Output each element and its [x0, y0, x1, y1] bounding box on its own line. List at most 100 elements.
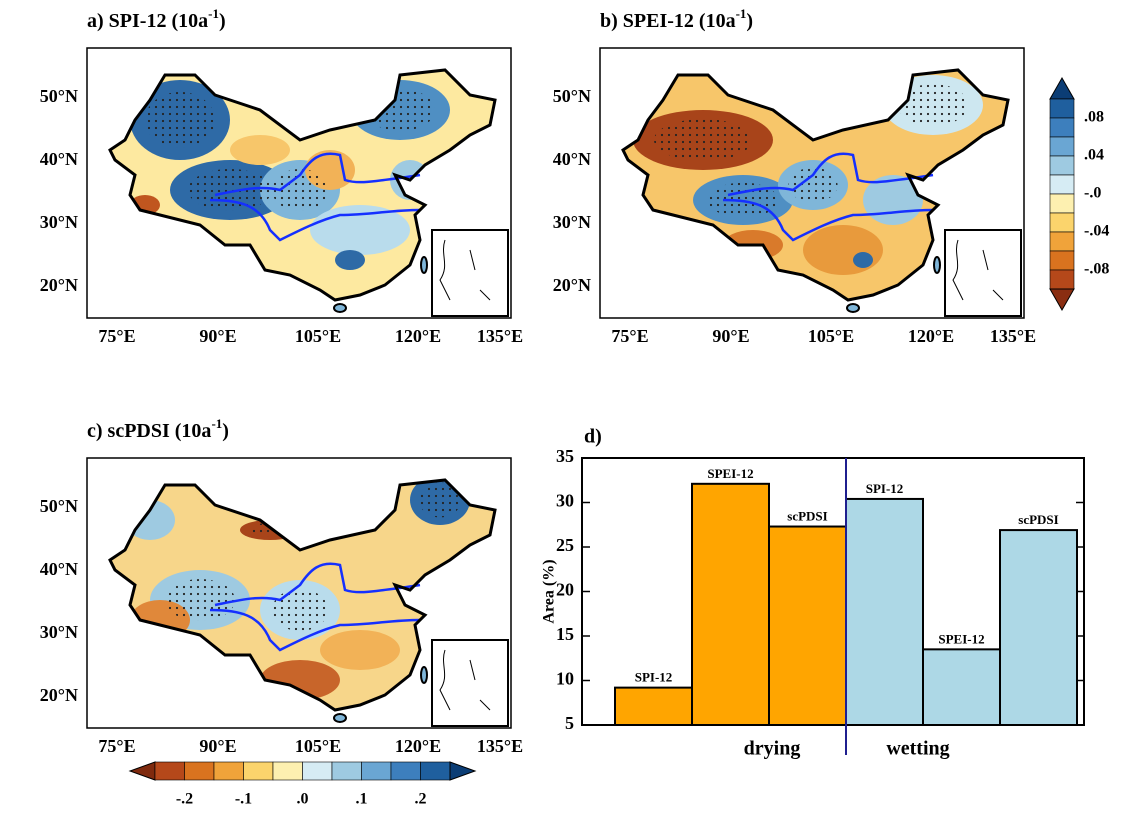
colorbar-box — [303, 762, 333, 780]
colorbar-box — [391, 762, 421, 780]
map-region — [853, 252, 873, 268]
title-end: ) — [222, 420, 229, 442]
colorbar-box — [1050, 213, 1074, 232]
colorbar-triangle — [1050, 289, 1074, 310]
lat-label: 20°N — [553, 275, 591, 295]
y-tick-label: 5 — [565, 713, 574, 733]
lon-label: 120°E — [395, 736, 441, 756]
colorbar-box — [155, 762, 185, 780]
lon-label: 135°E — [477, 326, 523, 346]
title-superscript: -1 — [211, 416, 222, 431]
lat-label: 50°N — [40, 86, 78, 106]
y-tick-label: 35 — [556, 446, 574, 466]
page: { "panels": [ {"title": "a) SPI-12 (10a"… — [0, 0, 1121, 832]
lon-label: 120°E — [395, 326, 441, 346]
colorbar-label: -.1 — [235, 791, 252, 808]
lon-label: 120°E — [908, 326, 954, 346]
title-end: ) — [746, 10, 753, 32]
colorbar-box — [1050, 270, 1074, 289]
map-region — [310, 205, 410, 255]
lat-label: 30°N — [40, 622, 78, 642]
title-text: a) SPI-12 (10a — [87, 10, 208, 32]
lon-label: 90°E — [712, 326, 749, 346]
colorbar-box — [1050, 251, 1074, 270]
colorbar-box — [1050, 99, 1074, 118]
colorbar-box — [1050, 137, 1074, 156]
taiwan — [934, 257, 940, 273]
title-superscript: -1 — [208, 6, 219, 21]
colorbar-triangle — [130, 762, 155, 780]
panel-title: c) scPDSI (10a-1) — [87, 416, 229, 442]
bar — [692, 484, 769, 725]
bar — [1000, 530, 1077, 725]
lat-label: 30°N — [553, 212, 591, 232]
lat-label: 20°N — [40, 275, 78, 295]
taiwan — [421, 667, 427, 683]
figure: a) SPI-12 (10a-1)50°N40°N30°N20°N75°E90°… — [0, 0, 1121, 832]
stippling — [145, 92, 215, 148]
lat-label: 30°N — [40, 212, 78, 232]
colorbar-label: .08 — [1084, 109, 1104, 126]
colorbar-label: .1 — [356, 791, 368, 808]
y-tick-label: 30 — [556, 491, 574, 511]
bar-label: SPI-12 — [635, 670, 673, 685]
title-superscript: -1 — [736, 6, 747, 21]
lon-label: 105°E — [295, 736, 341, 756]
colorbar-box — [185, 762, 215, 780]
lat-label: 40°N — [553, 149, 591, 169]
lon-label: 75°E — [98, 736, 135, 756]
stippling — [272, 589, 328, 631]
panel-title: b) SPEI-12 (10a-1) — [600, 6, 753, 32]
group-label: wetting — [886, 738, 949, 760]
chart-title: d) — [584, 426, 602, 448]
lat-label: 40°N — [40, 559, 78, 579]
y-tick-label: 10 — [556, 669, 574, 689]
hainan — [847, 304, 859, 312]
stippling — [654, 119, 752, 161]
y-tick-label: 20 — [556, 580, 574, 600]
colorbar-label: .0 — [297, 791, 309, 808]
hainan — [334, 304, 346, 312]
bar-label: SPEI-12 — [707, 466, 753, 481]
colorbar-box — [1050, 175, 1074, 194]
y-tick-label: 25 — [556, 535, 574, 555]
stippling — [789, 168, 838, 203]
map-region — [230, 135, 290, 165]
taiwan — [421, 257, 427, 273]
colorbar-box — [244, 762, 274, 780]
bar-label: scPDSI — [1018, 512, 1058, 527]
lon-label: 135°E — [990, 326, 1036, 346]
lon-label: 105°E — [808, 326, 854, 346]
map-region — [803, 225, 883, 275]
lon-label: 90°E — [199, 326, 236, 346]
colorbar-box — [1050, 194, 1074, 213]
colorbar-box — [421, 762, 451, 780]
bar — [615, 688, 692, 725]
bar — [846, 499, 923, 725]
panel-title: a) SPI-12 (10a-1) — [87, 6, 226, 32]
lon-label: 90°E — [199, 736, 236, 756]
colorbar-label: -.08 — [1084, 261, 1109, 278]
map-panel: c) scPDSI (10a-1) 50°N 40°N 30°N 20°N 75°E 90°… — [40, 416, 523, 756]
lat-label: 50°N — [553, 86, 591, 106]
lat-label: 50°N — [40, 496, 78, 516]
colorbar-label: .04 — [1084, 147, 1104, 164]
title-text: c) scPDSI (10a — [87, 420, 211, 442]
lat-label: 20°N — [40, 685, 78, 705]
bar-label: scPDSI — [787, 509, 827, 524]
colorbar-box — [362, 762, 392, 780]
group-label: drying — [744, 738, 801, 760]
lon-label: 75°E — [98, 326, 135, 346]
colorbar-label: -.0 — [1084, 185, 1101, 202]
title-end: ) — [219, 10, 226, 32]
colorbar-label: -.04 — [1084, 223, 1109, 240]
colorbar-label: .2 — [415, 791, 427, 808]
colorbar-triangle — [1050, 78, 1074, 99]
colorbar-box — [332, 762, 362, 780]
bar — [769, 527, 846, 725]
map-region — [335, 250, 365, 270]
colorbar-box — [1050, 232, 1074, 251]
bar — [923, 649, 1000, 725]
colorbar-box — [1050, 156, 1074, 175]
